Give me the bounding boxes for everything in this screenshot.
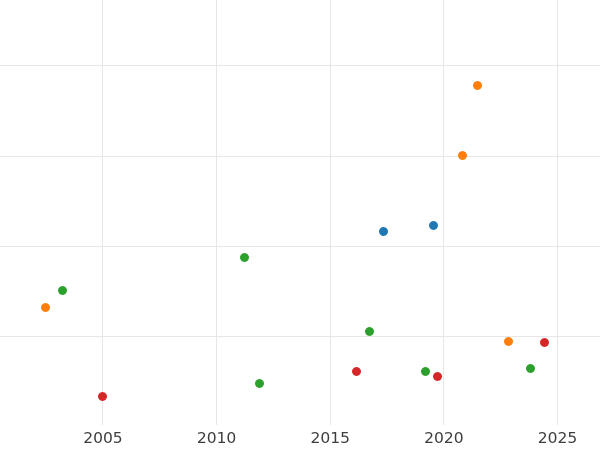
x-tick-label: 2005 [83,429,123,447]
vertical-gridline [102,0,104,425]
data-point-red [98,391,108,401]
x-tick-label: 2025 [537,429,578,447]
data-point-green [254,379,264,389]
data-point-orange [472,81,482,91]
x-tick-label: 2010 [196,429,237,447]
data-point-orange [458,150,468,160]
data-point-green [420,366,430,376]
data-point-orange [40,303,50,313]
horizontal-gridline [0,336,600,338]
vertical-gridline [216,0,218,425]
vertical-gridline [443,0,445,425]
data-point-orange [503,336,513,346]
data-point-green [525,363,535,373]
data-point-green [239,252,249,262]
vertical-gridline [557,0,558,425]
data-point-blue [378,226,388,236]
x-tick-label: 2015 [310,429,350,447]
horizontal-gridline [0,245,600,247]
data-point-red [433,371,443,381]
data-point-green [57,286,67,296]
data-point-red [351,367,361,377]
horizontal-gridline [0,65,600,67]
data-point-red [539,337,549,347]
x-tick-label: 2020 [424,429,464,447]
data-point-blue [428,221,438,231]
vertical-gridline [329,0,331,425]
horizontal-gridline [0,155,600,157]
data-point-green [364,326,374,336]
